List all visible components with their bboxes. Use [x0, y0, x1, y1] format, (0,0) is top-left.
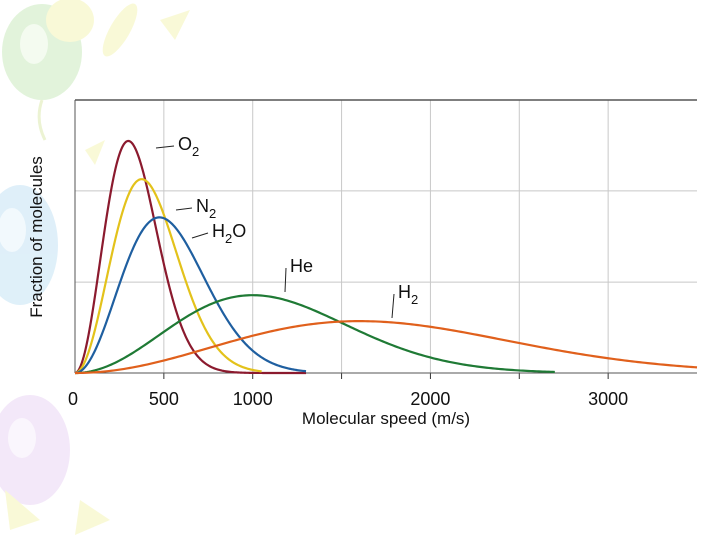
series-he-curve — [74, 294, 555, 375]
series-h2-leader — [391, 293, 395, 319]
x-tick-label: 0 — [68, 389, 78, 409]
series-h2o-curve — [74, 216, 307, 375]
series-h2-curve — [74, 320, 698, 375]
tick-label-layer: 0 500 1000 2000 3000 — [68, 389, 628, 409]
x-tick-label: 3000 — [588, 389, 628, 409]
y-axis-title: Fraction of molecules — [27, 156, 46, 318]
series-o2-label: O2 — [178, 134, 199, 159]
series-n2-label: N2 — [196, 196, 216, 221]
series-he-leader — [284, 267, 287, 293]
series-n2-leader — [175, 207, 193, 211]
axis-layer — [74, 99, 697, 379]
series-layer — [74, 139, 698, 375]
x-tick-label: 500 — [149, 389, 179, 409]
x-tick-label: 2000 — [410, 389, 450, 409]
series-h2o-leader — [191, 232, 209, 239]
series-h2-label: H2 — [398, 282, 418, 307]
x-axis-title: Molecular speed (m/s) — [302, 409, 470, 428]
series-h2o-label: H2O — [212, 221, 246, 246]
series-o2-leader — [155, 145, 175, 149]
series-o2-curve — [74, 139, 307, 375]
grid-layer — [75, 100, 697, 373]
series-he-label: He — [290, 256, 313, 276]
x-tick-label: 1000 — [233, 389, 273, 409]
series-n2-curve — [74, 178, 262, 375]
